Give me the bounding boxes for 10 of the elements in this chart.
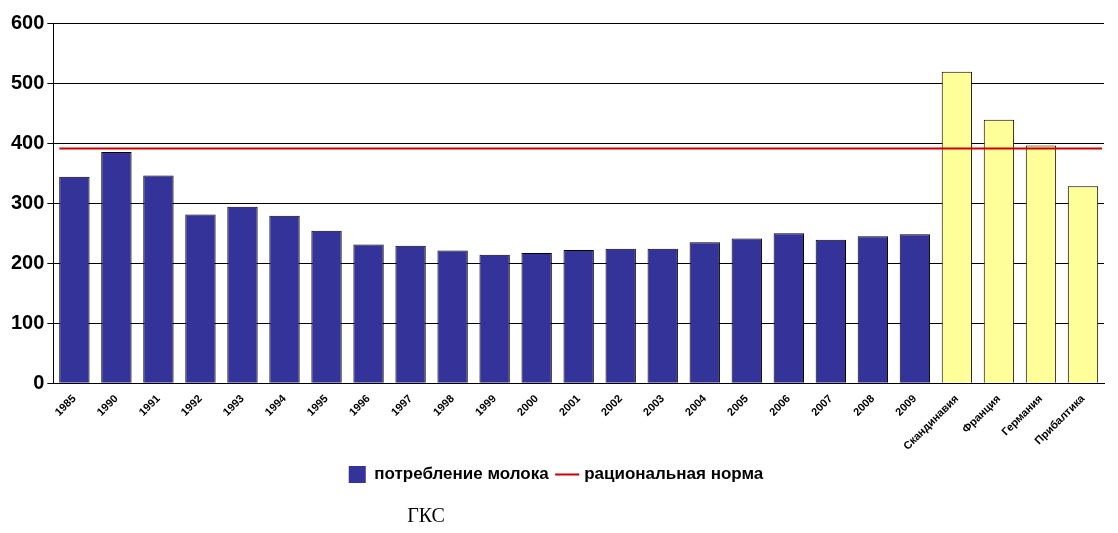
y-tick-label: 400 <box>10 130 45 153</box>
y-tick-label: 600 <box>10 10 45 33</box>
y-tick-label: 300 <box>10 190 45 213</box>
text: ГКС <box>407 504 445 527</box>
y-tick-label: 100 <box>10 310 45 333</box>
y-tick-label: 200 <box>10 250 45 273</box>
legend-label: потребление молока <box>374 464 550 484</box>
legend-label: рациональная норма <box>584 464 764 484</box>
y-tick-label: 0 <box>33 370 45 393</box>
y-tick-label: 500 <box>10 70 45 93</box>
